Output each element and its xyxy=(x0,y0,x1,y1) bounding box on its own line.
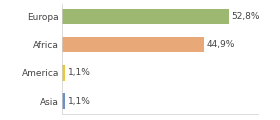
Bar xyxy=(62,65,65,81)
Text: 1,1%: 1,1% xyxy=(67,68,90,77)
Text: 52,8%: 52,8% xyxy=(231,12,260,21)
Text: 1,1%: 1,1% xyxy=(67,97,90,106)
Bar xyxy=(62,9,228,24)
Bar xyxy=(62,37,204,52)
Bar xyxy=(62,93,65,109)
Text: 44,9%: 44,9% xyxy=(206,40,234,49)
